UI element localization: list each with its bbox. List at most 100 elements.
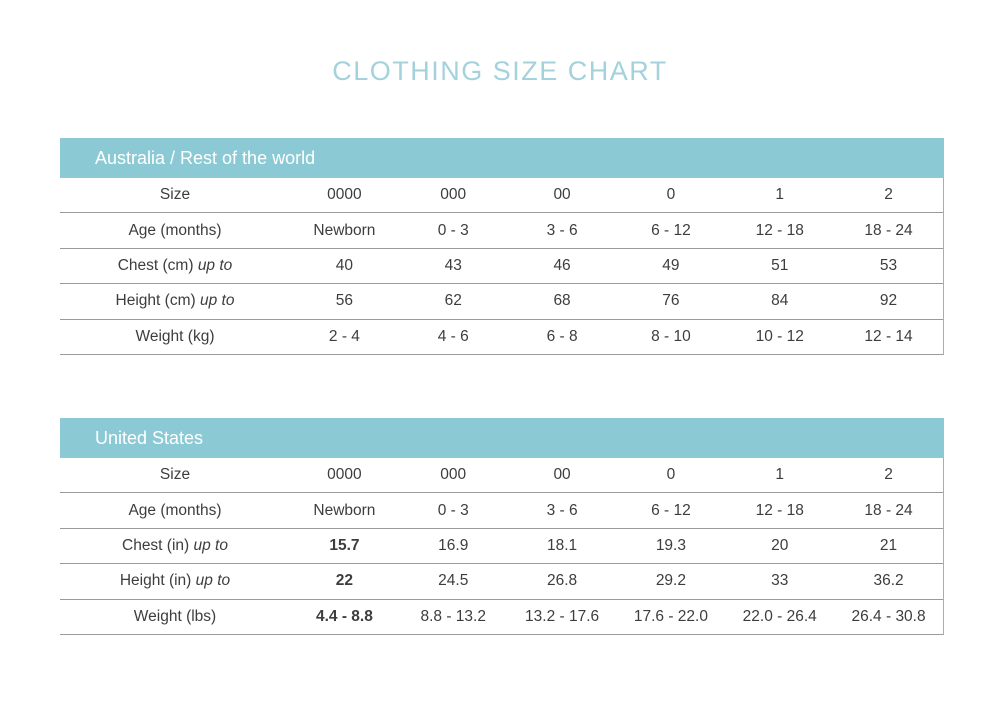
row-label-suffix: up to (197, 256, 233, 274)
row-label: Weight (lbs) (60, 608, 290, 626)
cell-value: 17.6 - 22.0 (633, 607, 708, 625)
cell-value: 76 (662, 292, 680, 310)
cell-value: 18 - 24 (864, 501, 913, 519)
table-row: Age (months) Newborn 0 - 3 3 - 6 6 - 12 12 - … (60, 493, 943, 529)
cell-value: 000 (440, 466, 467, 484)
table-row: Chest (cm) up to 40 43 46 49 51 53 (60, 249, 943, 285)
table-row: Height (in) up to 22 24.5 26.8 29.2 33 36.2 (60, 564, 943, 600)
cell-value: 16.9 (438, 536, 469, 554)
cell-value: 51 (771, 256, 789, 274)
size-table-united-states: United States Size 0000 000 00 0 1 2 Age (month… (60, 418, 944, 635)
row-label: Chest (in) up to (60, 537, 290, 555)
cell-value: 8.8 - 13.2 (420, 607, 486, 625)
table-rows-united-states: Size 0000 000 00 0 1 2 Age (months) Newborn 0 - 3… (60, 458, 944, 635)
table-row: Weight (lbs) 4.4 - 8.8 8.8 - 13.2 13.2 - 17… (60, 600, 943, 635)
row-label-text: Weight (kg) (135, 327, 215, 345)
cell-value: 56 (335, 292, 354, 310)
row-label: Size (60, 466, 290, 484)
cell-value: 21 (879, 536, 898, 554)
cell-value: 00 (553, 186, 571, 204)
row-label-text: Chest (in) (122, 536, 190, 554)
row-label: Age (months) (60, 502, 290, 520)
cell-value: 33 (771, 572, 789, 590)
page-title: CLOTHING SIZE CHART (332, 56, 668, 86)
cell-value: 24.5 (438, 572, 469, 590)
cell-value: 92 (879, 292, 898, 310)
cell-value: 0 (666, 466, 676, 484)
row-label-suffix: up to (195, 572, 231, 590)
cell-value: 000 (440, 186, 467, 204)
table-row: Chest (in) up to 15.7 16.9 18.1 19.3 20 21 (60, 529, 943, 565)
size-table-australia: Australia / Rest of the world Size 0000 00… (60, 138, 944, 355)
cell-value: 12 - 18 (755, 221, 804, 239)
cell-value: 6 - 12 (651, 501, 691, 519)
row-label-text: Weight (lbs) (133, 607, 217, 625)
cell-value: 8 - 10 (651, 327, 691, 345)
cell-value: 4 - 6 (437, 327, 469, 345)
row-label-suffix: up to (193, 536, 228, 554)
cell-value: 0 - 3 (437, 221, 469, 239)
region-header-united-states: United States (60, 418, 944, 458)
cell-value: 36.2 (873, 572, 904, 590)
cell-value: 6 - 8 (546, 327, 578, 345)
cell-value: 13.2 - 17.6 (525, 607, 600, 625)
cell-value: 18 - 24 (864, 221, 913, 239)
cell-value: 3 - 6 (546, 221, 578, 239)
cell-value: 10 - 12 (755, 327, 804, 345)
cell-value: 40 (335, 256, 354, 274)
cell-value: Newborn (313, 221, 376, 239)
table-row: Age (months) Newborn 0 - 3 3 - 6 6 - 12 12 - … (60, 213, 943, 249)
cell-value: 22 (335, 572, 354, 590)
table-row: Size 0000 000 00 0 1 2 (60, 178, 943, 214)
cell-value: 26.8 (546, 572, 578, 590)
cell-value: 12 - 18 (755, 501, 804, 519)
row-label: Chest (cm) up to (60, 257, 290, 275)
table-row: Size 0000 000 00 0 1 2 (60, 458, 943, 494)
row-label-text: Height (cm) (115, 292, 196, 310)
row-label-text: Size (159, 466, 191, 484)
cell-value: 53 (879, 256, 898, 274)
cell-value: 22.0 - 26.4 (742, 607, 817, 625)
cell-value: 43 (444, 256, 462, 274)
cell-value: 46 (553, 256, 571, 274)
row-label-text: Age (months) (128, 501, 222, 519)
row-label-text: Size (159, 186, 191, 204)
cell-value: 19.3 (655, 536, 686, 554)
cell-value: 0000 (327, 466, 362, 484)
cell-value: Newborn (313, 501, 376, 519)
cell-value: 68 (553, 292, 571, 310)
cell-value: 12 - 14 (864, 327, 913, 345)
cell-value: 29.2 (655, 572, 686, 590)
table-rows-australia: Size 0000 000 00 0 1 2 Age (months) Newborn 0 - 3… (60, 178, 944, 355)
cell-value: 84 (771, 292, 789, 310)
cell-value: 0000 (327, 186, 362, 204)
cell-value: 2 (884, 466, 893, 484)
cell-value: 15.7 (329, 536, 360, 554)
cell-value: 2 - 4 (328, 327, 360, 345)
cell-value: 18.1 (546, 536, 578, 554)
row-label: Height (cm) up to (60, 292, 290, 310)
cell-value: 0 (666, 186, 676, 204)
row-label-text: Chest (cm) (117, 256, 194, 274)
cell-value: 3 - 6 (546, 501, 578, 519)
cell-value: 00 (553, 466, 571, 484)
cell-value: 20 (771, 536, 789, 554)
row-label: Size (60, 186, 290, 204)
cell-value: 1 (775, 466, 785, 484)
cell-value: 26.4 - 30.8 (851, 607, 926, 625)
row-label-text: Height (in) (119, 572, 192, 590)
cell-value: 62 (444, 292, 462, 310)
region-header-australia: Australia / Rest of the world (60, 138, 944, 178)
row-label-text: Age (months) (128, 221, 222, 239)
cell-value: 1 (775, 186, 785, 204)
cell-value: 0 - 3 (437, 501, 469, 519)
row-label: Age (months) (60, 222, 290, 240)
cell-value: 4.4 - 8.8 (315, 607, 373, 625)
table-row: Height (cm) up to 56 62 68 76 84 92 (60, 284, 943, 320)
cell-value: 49 (662, 256, 680, 274)
row-label: Weight (kg) (60, 328, 290, 346)
cell-value: 2 (884, 186, 893, 204)
row-label-suffix: up to (199, 292, 235, 310)
table-row: Weight (kg) 2 - 4 4 - 6 6 - 8 8 - 10 10 - 12 1… (60, 320, 943, 355)
row-label: Height (in) up to (60, 572, 290, 590)
